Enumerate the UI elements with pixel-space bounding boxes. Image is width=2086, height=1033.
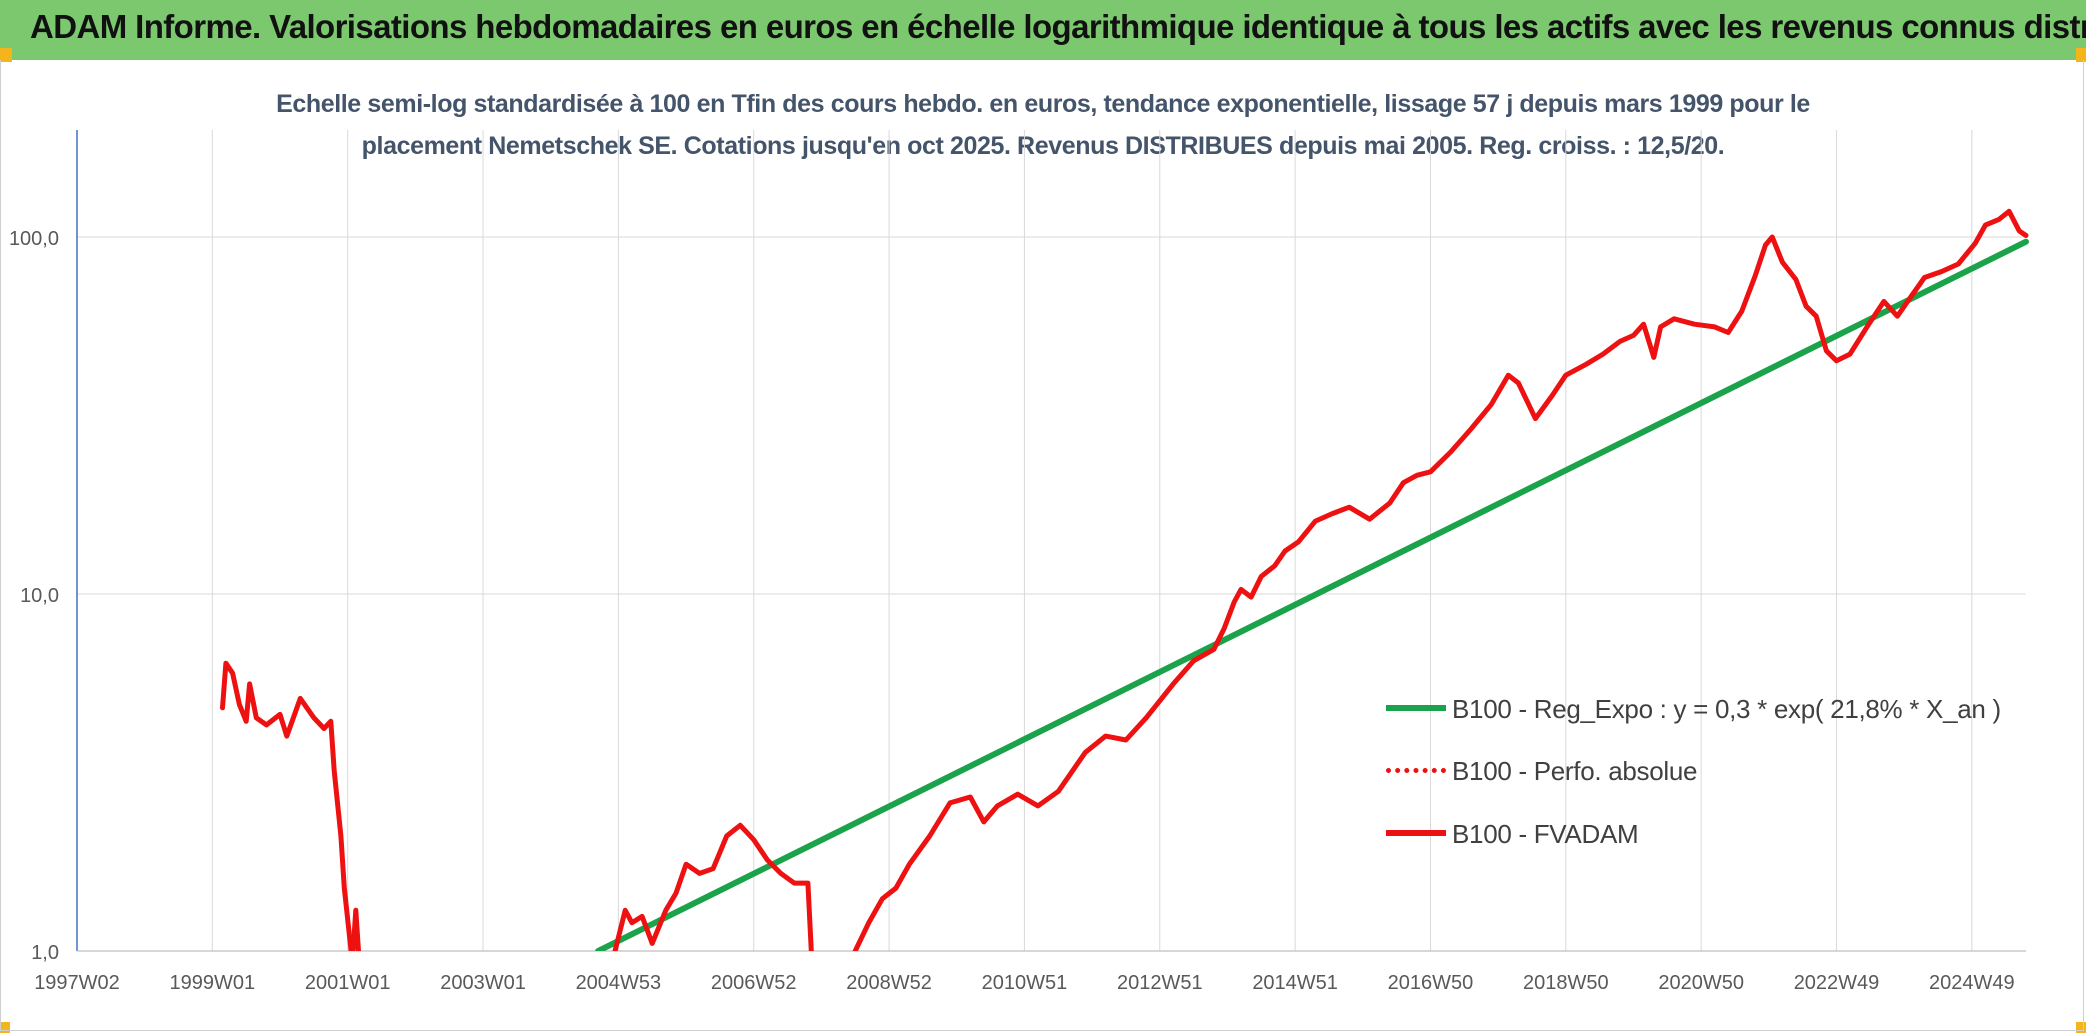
legend-swatch-perfo	[1386, 768, 1446, 773]
x-tick-label: 2012W51	[1117, 972, 1203, 994]
x-tick-label: 2006W52	[711, 972, 797, 994]
x-tick-label: 1997W02	[34, 972, 120, 994]
x-tick-label: 2020W50	[1658, 972, 1744, 994]
series-fvadam-line-segment	[612, 822, 814, 951]
x-tick-label: 2018W50	[1523, 972, 1609, 994]
corner-accent-top-left	[0, 48, 12, 62]
legend-swatch-regression	[1386, 705, 1446, 711]
corner-accent-top-right	[2076, 48, 2086, 62]
legend-label-perfo: B100 - Perfo. absolue	[1452, 756, 1698, 786]
report-title: ADAM Informe. Valorisations hebdomadaire…	[30, 8, 2086, 45]
legend-label-fvadam: B100 - FVADAM	[1452, 819, 1639, 849]
x-tick-label: 2003W01	[440, 972, 526, 994]
legend-label-regression: B100 - Reg_Expo : y = 0,3 * exp( 21,8% *…	[1452, 694, 2001, 724]
y-tick-label: 100,0	[9, 228, 59, 250]
legend-swatch-fvadam	[1386, 830, 1446, 836]
x-tick-label: 2001W01	[305, 972, 391, 994]
y-tick-label: 10,0	[20, 585, 59, 607]
chart-subtitle-line1: Echelle semi-log standardisée à 100 en T…	[276, 90, 1810, 118]
x-tick-label: 2014W51	[1252, 972, 1338, 994]
chart-frame	[0, 60, 2084, 1031]
x-tick-label: 2024W49	[1929, 972, 2015, 994]
corner-accent-bottom-right	[2076, 1022, 2086, 1033]
series-fvadam-line-segment	[852, 208, 2029, 951]
x-tick-label: 2016W50	[1388, 972, 1474, 994]
x-tick-label: 2004W53	[576, 972, 662, 994]
report-header: ADAM Informe. Valorisations hebdomadaire…	[0, 0, 2086, 60]
x-tick-label: 1999W01	[170, 972, 256, 994]
series-fvadam-line-segment	[350, 907, 361, 951]
y-tick-label: 1,0	[31, 942, 59, 964]
x-tick-label: 2022W49	[1794, 972, 1880, 994]
chart-subtitle-line2: placement Nemetschek SE. Cotations jusqu…	[361, 132, 1725, 160]
x-tick-label: 2008W52	[846, 972, 932, 994]
x-tick-label: 2010W51	[982, 972, 1068, 994]
corner-accent-bottom-left	[0, 1022, 10, 1033]
series-fvadam-line-segment	[220, 660, 354, 951]
series-regression-line	[595, 238, 2029, 951]
